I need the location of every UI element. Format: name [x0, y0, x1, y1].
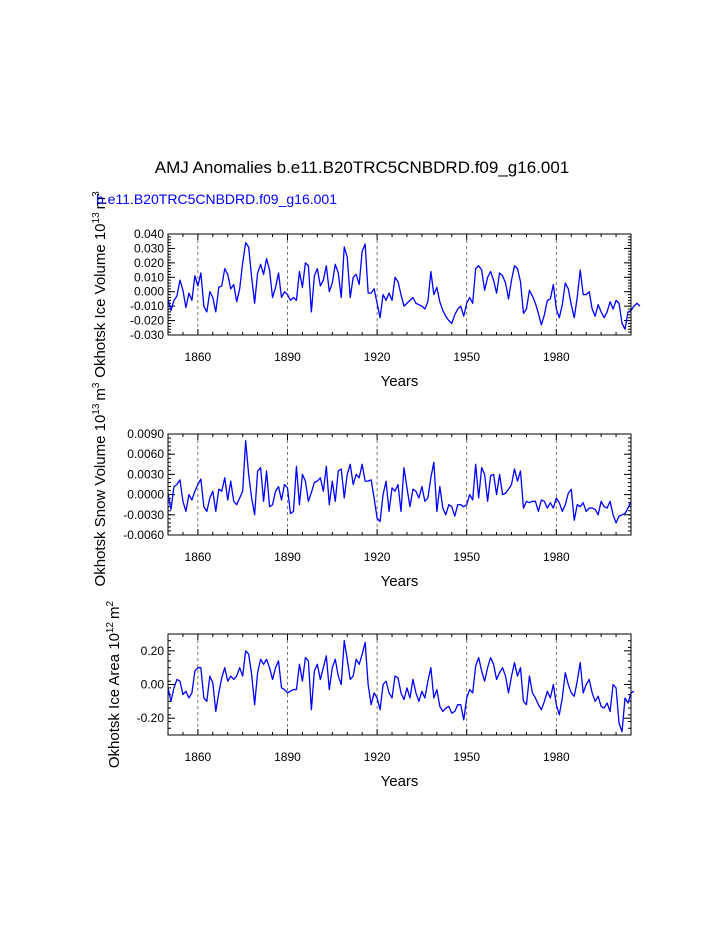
y-tick-label: 0.040	[134, 227, 164, 241]
y-tick-label: -0.0030	[123, 508, 164, 522]
plot-frame	[167, 233, 632, 336]
x-tick-label: 1860	[185, 550, 212, 564]
y-axis-label: Okhotsk Ice Volume 1013m3	[91, 191, 109, 378]
y-tick-label: 0.20	[141, 644, 165, 658]
x-tick-label: 1980	[543, 550, 570, 564]
plot-frame	[167, 633, 632, 736]
y-axis-label: Okhotsk Snow Volume 1013m3	[91, 382, 109, 586]
y-tick-label: 0.0090	[127, 427, 164, 441]
panel-3: -0.20 0.00 0.20 1860 1890 1920 1950 1980 Years Ok…	[105, 600, 635, 790]
x-tick-label: 1920	[364, 350, 391, 364]
series-line	[167, 640, 635, 733]
x-tick-label: 1950	[453, 750, 480, 764]
x-tick-label: 1890	[274, 350, 301, 364]
x-tick-label: 1980	[543, 350, 570, 364]
y-tick-label: 0.020	[134, 256, 164, 270]
x-tick-label: 1980	[543, 750, 570, 764]
x-axis-label: Years	[381, 373, 419, 390]
x-tick-label: 1860	[185, 750, 212, 764]
figure-title: AMJ Anomalies b.e11.B20TRC5CNBDRD.f09_g1…	[155, 158, 570, 177]
x-tick-label: 1920	[364, 750, 391, 764]
legend-label: b.e11.B20TRC5CNBDRD.f09_g16.001	[96, 191, 337, 207]
y-tick-label: 0.010	[134, 270, 164, 284]
panels: -0.030-0.020-0.0100.0000.0100.0200.0300.…	[91, 191, 641, 790]
y-axis-label: Okhotsk Ice Area 1012m2	[105, 600, 123, 768]
x-axis-label: Years	[381, 573, 419, 590]
y-tick-label: 0.00	[141, 678, 165, 692]
x-tick-label: 1890	[274, 550, 301, 564]
y-tick-label: -0.010	[130, 299, 164, 313]
y-tick-label: 0.000	[134, 285, 164, 299]
y-tick-label: -0.020	[130, 314, 164, 328]
x-tick-label: 1950	[453, 550, 480, 564]
y-tick-label: -0.030	[130, 328, 164, 342]
y-tick-label: 0.0030	[127, 467, 164, 481]
plot-frame	[167, 433, 632, 536]
y-tick-label: -0.20	[137, 711, 165, 725]
panel-1: -0.030-0.020-0.0100.0000.0100.0200.0300.…	[91, 191, 641, 390]
x-tick-label: 1920	[364, 550, 391, 564]
y-tick-label: -0.0060	[123, 528, 164, 542]
y-tick-label: 0.0000	[127, 488, 164, 502]
y-tick-label: 0.0060	[127, 447, 164, 461]
y-tick-label: 0.030	[134, 241, 164, 255]
x-tick-label: 1860	[185, 350, 212, 364]
panel-2: -0.0060 -0.0030 0.0000 0.0030 0.0060 0.0090 18…	[91, 382, 632, 590]
series-line	[167, 440, 632, 524]
x-axis-label: Years	[381, 773, 419, 790]
x-tick-label: 1950	[453, 350, 480, 364]
x-tick-label: 1890	[274, 750, 301, 764]
series-line	[167, 242, 641, 330]
